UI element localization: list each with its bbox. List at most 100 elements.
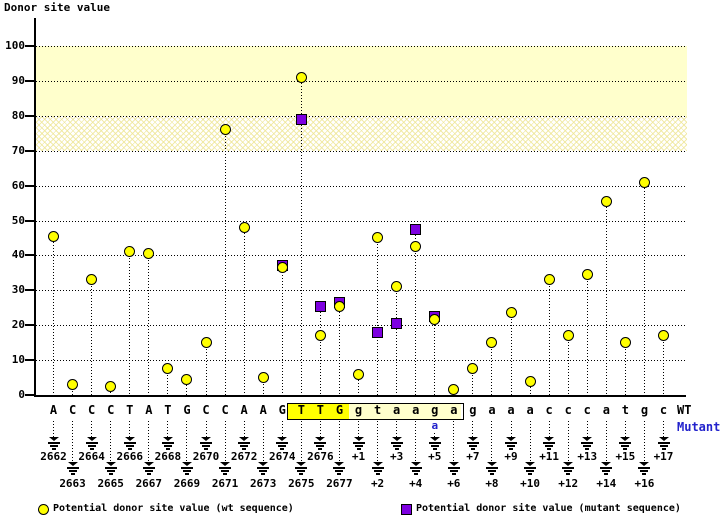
ground-icon — [276, 437, 289, 450]
ground-icon — [524, 462, 537, 475]
ground-icon — [428, 437, 441, 450]
position-label: +9 — [504, 450, 518, 463]
ground-icon — [295, 462, 308, 475]
mutant-legend-marker-icon — [401, 503, 412, 515]
position-label: +4 — [409, 477, 423, 490]
stem-line — [605, 201, 607, 395]
letter-connector-line — [319, 421, 321, 437]
y-tick-label: 50 — [11, 213, 25, 227]
sequence-letter: a — [450, 403, 458, 417]
wt-point — [391, 281, 403, 293]
legend-mutant-text: Potential donor site value (mutant seque… — [416, 503, 681, 514]
stem-line — [319, 306, 321, 395]
stem-line — [358, 374, 359, 395]
wt-point — [48, 230, 59, 242]
position-label: +1 — [351, 450, 366, 463]
ground-icon — [466, 437, 479, 450]
stem-line — [510, 312, 512, 395]
gridline — [36, 325, 687, 327]
position-label: +11 — [539, 450, 560, 463]
chart-title: Donor site value — [4, 1, 110, 14]
ground-icon — [638, 462, 651, 475]
letter-connector-line — [434, 433, 436, 437]
sequence-letter: a — [488, 403, 496, 417]
legend-mutant: Potential donor site value (mutant seque… — [401, 503, 681, 515]
gridline — [36, 150, 687, 152]
sequence-letter: t — [621, 403, 629, 417]
position-label: +13 — [577, 450, 598, 463]
wt-point — [486, 337, 498, 349]
letter-connector-line — [377, 421, 379, 462]
ground-icon — [257, 462, 270, 475]
ground-icon — [314, 437, 327, 450]
sequence-letter: c — [564, 403, 572, 417]
sequence-letter: g — [354, 403, 363, 417]
ground-icon — [333, 462, 346, 475]
stem-line — [224, 129, 226, 395]
letter-connector-line — [224, 421, 226, 462]
ground-icon — [390, 437, 403, 450]
highlight-lowercase-segment — [349, 404, 461, 419]
wt-point — [295, 71, 307, 83]
sequence-letter: G — [278, 403, 286, 417]
ground-icon — [562, 462, 575, 475]
gridline — [36, 46, 687, 47]
ground-icon — [485, 462, 498, 475]
sequence-letter: g — [431, 403, 439, 417]
mutant-point — [391, 317, 403, 329]
stem-line — [567, 335, 569, 395]
position-label: 2671 — [211, 477, 239, 490]
y-axis-tick — [25, 254, 36, 257]
y-tick-label: 10 — [11, 353, 25, 367]
sequence-letter: a — [393, 403, 401, 417]
stem-line — [129, 251, 131, 395]
threshold-band-hatch — [36, 115, 687, 151]
wt-point — [600, 195, 612, 207]
wt-point — [257, 372, 269, 384]
gridline — [36, 290, 687, 292]
sequence-letter: C — [107, 403, 115, 417]
wt-point — [619, 337, 631, 349]
gridline — [36, 220, 687, 222]
sequence-letter: A — [240, 403, 248, 417]
stem-line — [663, 335, 664, 395]
ground-icon — [238, 437, 251, 450]
legend-wt: Potential donor site value (wt sequence) — [38, 503, 294, 515]
sequence-letter: A — [259, 403, 267, 417]
wt-point — [238, 221, 250, 233]
y-axis-tick — [25, 359, 36, 362]
x-axis-line — [34, 395, 686, 397]
wt-point — [333, 300, 345, 312]
mutant-point — [372, 326, 384, 338]
wt-legend-marker-icon — [38, 503, 49, 515]
sequence-letter: T — [297, 403, 305, 417]
ground-icon — [123, 437, 136, 450]
position-label: +7 — [466, 450, 480, 463]
sequence-letter: T — [126, 403, 134, 417]
ground-icon — [200, 437, 212, 450]
ground-icon — [104, 462, 117, 475]
ground-icon — [505, 437, 517, 450]
ground-icon — [66, 462, 79, 475]
sequence-letter: T — [164, 403, 172, 417]
letter-connector-line — [72, 421, 74, 462]
sequence-letter: g — [640, 403, 649, 417]
position-label: +15 — [615, 450, 636, 463]
y-axis-tick — [25, 45, 36, 47]
sequence-letter: c — [659, 403, 668, 417]
ground-icon — [657, 437, 670, 450]
wt-point — [524, 375, 536, 387]
position-label: +6 — [447, 477, 461, 490]
letter-connector-line — [643, 421, 645, 462]
stem-line — [434, 316, 436, 395]
wt-point — [162, 363, 174, 375]
sequence-letter: t — [373, 403, 382, 417]
position-label: 2666 — [116, 450, 144, 463]
wt-point — [219, 124, 231, 136]
wt-point — [200, 337, 212, 349]
stem-line — [205, 342, 207, 395]
mutant-point — [295, 113, 307, 125]
wt-point — [543, 274, 555, 286]
sequence-letter: C — [88, 403, 96, 417]
